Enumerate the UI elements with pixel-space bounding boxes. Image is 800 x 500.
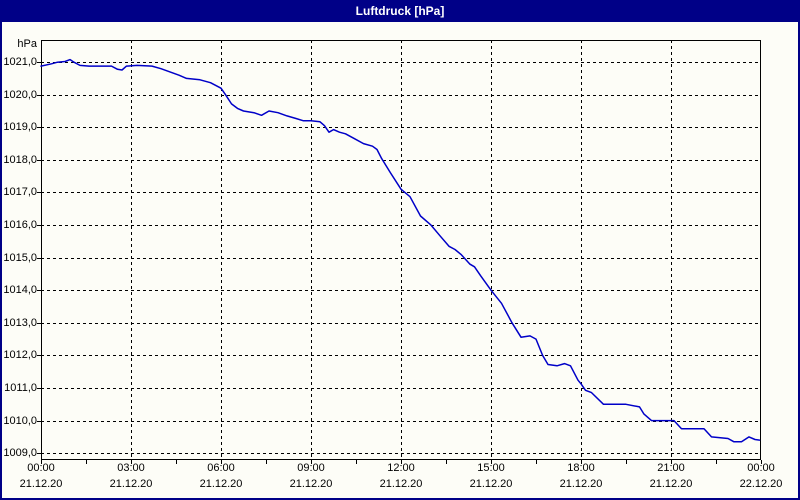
y-tick-label: 1021,0 (3, 56, 37, 69)
y-tick-label: 1016,0 (3, 219, 37, 232)
x-tick-time-label: 12:00 (387, 462, 415, 474)
plot-border (41, 40, 761, 460)
x-tick-time-label: 09:00 (297, 462, 325, 474)
y-axis-unit-label: hPa (17, 38, 37, 50)
x-tick-time-label: 21:00 (657, 462, 685, 474)
x-tick-time-label: 00:00 (747, 462, 775, 474)
x-tick-date-label: 21.12.20 (649, 478, 693, 490)
x-tick-time-label: 18:00 (567, 462, 595, 474)
x-tick-time-label: 00:00 (27, 462, 55, 474)
x-tick-time-label: 15:00 (477, 462, 505, 474)
y-tick-label: 1009,0 (3, 447, 37, 460)
y-tick-label: 1011,0 (4, 381, 37, 394)
x-tick-time-label: 03:00 (117, 462, 145, 474)
window-titlebar: Luftdruck [hPa] (0, 0, 800, 22)
y-tick-label: 1019,0 (3, 121, 37, 134)
x-tick-date-label: 21.12.20 (19, 478, 63, 490)
y-tick-label: 1015,0 (3, 251, 37, 264)
y-tick-label: 1010,0 (3, 414, 37, 427)
window-title: Luftdruck [hPa] (355, 4, 445, 18)
x-tick-date-label: 21.12.20 (469, 478, 513, 490)
y-tick-label: 1017,0 (3, 186, 37, 199)
x-tick-time-label: 06:00 (207, 462, 235, 474)
x-tick-date-label: 21.12.20 (559, 478, 603, 490)
x-tick-date-label: 21.12.20 (289, 478, 333, 490)
plot-area (37, 40, 762, 464)
pressure-series-line (40, 58, 761, 443)
y-tick-label: 1020,0 (3, 88, 37, 101)
y-tick-label: 1013,0 (3, 316, 37, 329)
y-tick-label: 1018,0 (3, 153, 37, 166)
y-tick-label: 1012,0 (3, 349, 37, 362)
x-tick-date-label: 21.12.20 (109, 478, 153, 490)
x-tick-date-label: 21.12.20 (379, 478, 423, 490)
x-tick-date-label: 22.12.20 (739, 478, 783, 490)
x-tick-date-label: 21.12.20 (199, 478, 243, 490)
y-tick-label: 1014,0 (3, 284, 37, 297)
